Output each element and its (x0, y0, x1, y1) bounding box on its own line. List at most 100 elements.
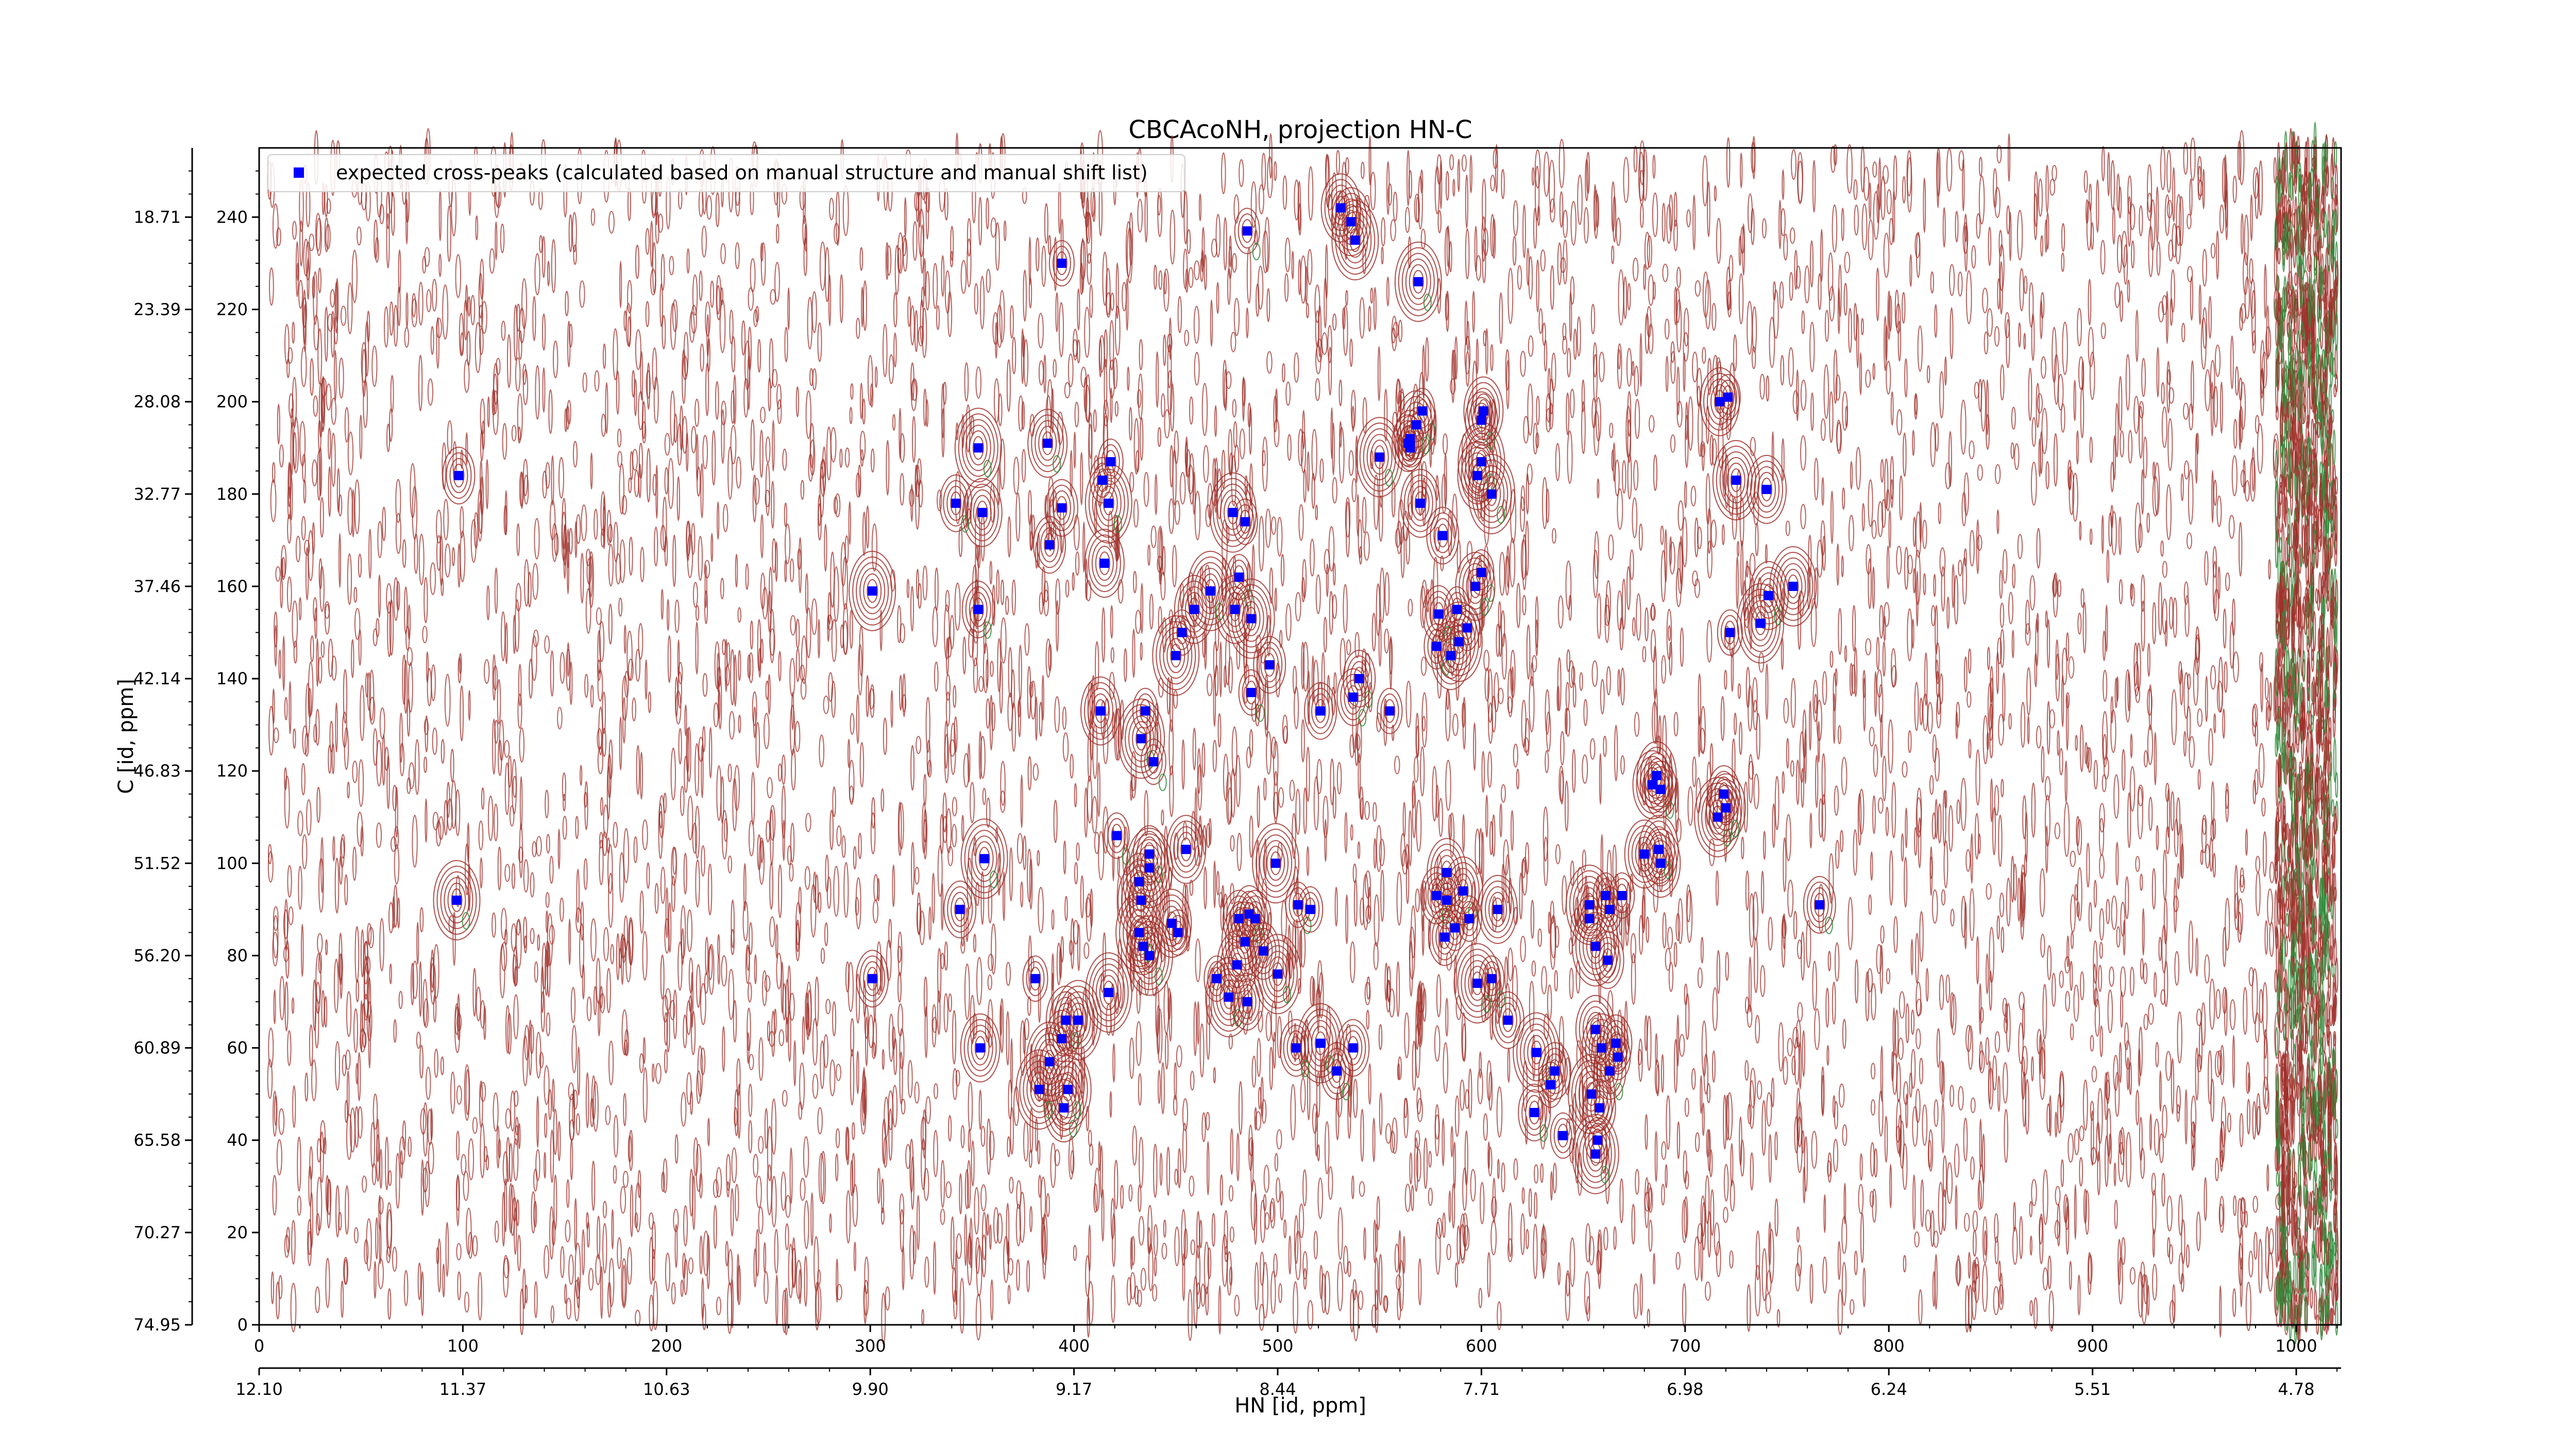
noise-contour (608, 1040, 614, 1086)
noise-contour (474, 322, 481, 374)
noise-contour (2147, 688, 2153, 716)
noise-contour (470, 519, 477, 563)
noise-contour (1051, 953, 1055, 991)
noise-contour (1821, 1074, 1824, 1115)
noise-contour (1896, 545, 1902, 575)
noise-contour (1101, 607, 1106, 663)
noise-contour (2265, 700, 2270, 731)
noise-contour (1499, 551, 1505, 596)
noise-contour (446, 782, 450, 818)
noise-contour (1988, 1068, 1994, 1110)
noise-contour (1706, 1083, 1711, 1104)
noise-contour (917, 1194, 920, 1251)
noise-contour (999, 438, 1006, 490)
noise-contour (646, 369, 651, 399)
noise-contour (805, 390, 812, 440)
noise-contour (696, 433, 699, 481)
noise-contour (1853, 179, 1858, 200)
noise-contour (880, 788, 885, 812)
noise-contour (1027, 996, 1031, 1016)
noise-contour (1731, 647, 1734, 693)
noise-contour (1461, 154, 1467, 172)
noise-contour (282, 635, 285, 692)
noise-contour (1566, 1270, 1570, 1297)
noise-contour (328, 427, 331, 460)
noise-contour (1271, 516, 1277, 535)
noise-contour (1293, 1281, 1298, 1334)
noise-contour (1021, 401, 1025, 430)
noise-contour (1168, 719, 1174, 776)
noise-contour (1412, 1040, 1417, 1091)
noise-contour (1360, 897, 1365, 925)
noise-contour (1153, 1143, 1158, 1198)
noise-contour (765, 490, 770, 508)
noise-contour (2187, 705, 2191, 742)
noise-contour (971, 415, 974, 435)
noise-contour (1214, 405, 1217, 437)
noise-contour (1633, 460, 1639, 491)
noise-contour (2148, 1003, 2155, 1025)
noise-contour (2024, 853, 2027, 878)
noise-contour (268, 1027, 274, 1068)
noise-contour (1814, 1008, 1820, 1050)
noise-contour (2252, 1195, 2259, 1213)
noise-contour (518, 330, 522, 360)
noise-contour (666, 1010, 670, 1053)
noise-contour (2066, 935, 2070, 968)
noise-contour (273, 727, 279, 744)
noise-contour (2250, 194, 2253, 242)
noise-contour (1462, 697, 1466, 750)
noise-contour (398, 990, 403, 1009)
noise-contour (870, 812, 876, 855)
noise-contour (1958, 150, 1964, 171)
noise-contour (1594, 189, 1599, 239)
noise-contour (1598, 351, 1605, 382)
noise-contour (293, 641, 298, 664)
noise-contour (1207, 1141, 1210, 1195)
noise-contour (1173, 1095, 1178, 1116)
noise-contour (1366, 976, 1370, 1000)
noise-contour (1754, 937, 1758, 993)
noise-contour (492, 912, 496, 938)
noise-contour (1960, 778, 1967, 831)
noise-contour (1132, 1125, 1138, 1166)
noise-contour (1298, 504, 1304, 541)
noise-contour (1905, 1093, 1908, 1129)
noise-contour (430, 957, 435, 993)
noise-contour (924, 1006, 928, 1058)
noise-contour (1345, 497, 1351, 538)
noise-contour (560, 897, 564, 922)
noise-contour (1597, 478, 1600, 499)
noise-contour (590, 452, 593, 490)
noise-contour (2011, 630, 2014, 659)
noise-contour (389, 599, 394, 656)
noise-contour (2075, 735, 2078, 751)
noise-contour (806, 607, 811, 659)
noise-contour (1448, 1190, 1451, 1223)
noise-contour (1519, 872, 1523, 920)
noise-contour (1027, 666, 1031, 719)
noise-contour (432, 727, 438, 755)
noise-contour (981, 1211, 987, 1261)
noise-contour (606, 837, 611, 854)
noise-contour (325, 1257, 330, 1308)
noise-contour (1138, 1184, 1142, 1212)
noise-contour (664, 1049, 668, 1074)
noise-contour (1749, 893, 1755, 948)
noise-contour (2164, 194, 2170, 236)
noise-contour (766, 820, 770, 843)
noise-contour (302, 725, 308, 755)
noise-contour (2062, 322, 2068, 375)
noise-contour (736, 456, 741, 489)
noise-contour (1412, 780, 1415, 809)
noise-contour (544, 635, 550, 654)
noise-contour (288, 906, 294, 925)
noise-contour (1802, 1030, 1806, 1077)
noise-contour (2125, 1040, 2131, 1070)
noise-contour (945, 1181, 952, 1199)
noise-contour (546, 1012, 551, 1037)
noise-contour (2258, 1238, 2263, 1294)
noise-contour (1820, 418, 1826, 441)
noise-contour (495, 221, 498, 260)
noise-contour (1058, 302, 1064, 358)
